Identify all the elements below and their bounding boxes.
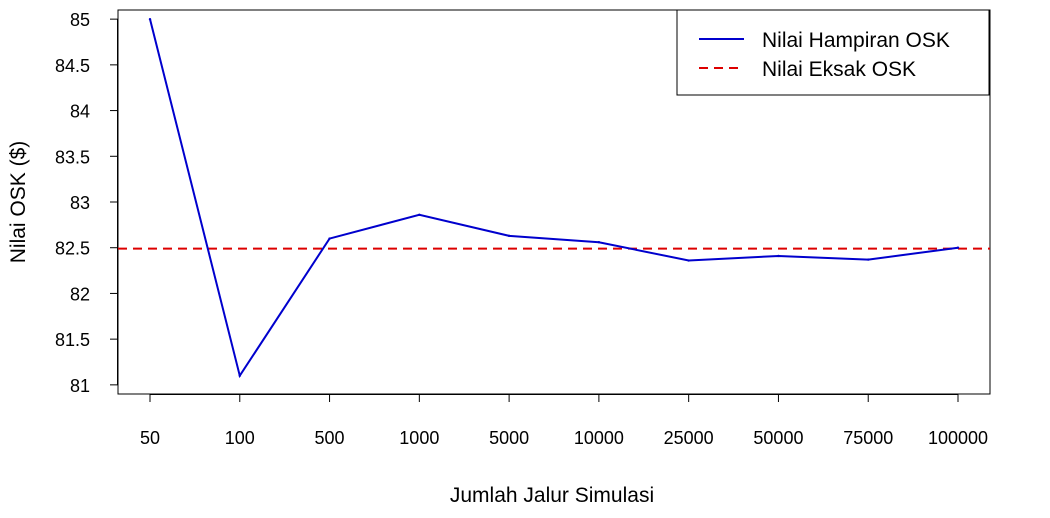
x-tick-label: 100000 xyxy=(928,428,988,448)
data-point xyxy=(507,234,511,238)
y-tick-label: 84.5 xyxy=(55,56,90,76)
legend-label-hampiran: Nilai Hampiran OSK xyxy=(762,29,950,52)
y-tick-label: 82.5 xyxy=(55,239,90,259)
y-axis-label: Nilai OSK ($) xyxy=(7,141,30,264)
data-point xyxy=(687,259,690,262)
y-axis: 81 81.5 82 82.5 83 83.5 84 84.5 85 xyxy=(55,10,118,396)
series-layer xyxy=(118,17,990,379)
x-tick-label: 50 xyxy=(140,428,160,448)
data-point xyxy=(328,237,331,240)
data-point xyxy=(956,246,960,249)
data-point xyxy=(867,258,870,261)
legend-label-eksak: Nilai Eksak OSK xyxy=(762,58,916,81)
y-tick-label: 81 xyxy=(70,376,90,396)
x-tick-label: 500 xyxy=(315,428,345,448)
y-tick-label: 85 xyxy=(70,10,90,30)
legend-box xyxy=(676,9,990,96)
legend: Nilai Hampiran OSK Nilai Eksak OSK xyxy=(676,9,990,96)
series-line-hampiran xyxy=(149,18,959,379)
x-tick-label: 5000 xyxy=(489,428,529,448)
data-point xyxy=(238,374,241,377)
x-tick-label: 1000 xyxy=(399,428,439,448)
x-tick-label: 50000 xyxy=(753,428,803,448)
data-point xyxy=(777,254,780,258)
y-tick-label: 81.5 xyxy=(55,330,90,350)
x-axis-label: Jumlah Jalur Simulasi xyxy=(450,484,654,507)
x-axis: 50 100 500 1000 5000 10000 25000 50000 75000 1000… xyxy=(140,394,988,448)
y-tick-label: 82 xyxy=(70,284,90,304)
x-tick-label: 75000 xyxy=(843,428,893,448)
y-tick-label: 83 xyxy=(70,193,90,213)
x-tick-label: 100 xyxy=(225,428,255,448)
y-tick-label: 83.5 xyxy=(55,147,90,167)
y-tick-label: 84 xyxy=(70,102,90,122)
x-tick-label: 10000 xyxy=(574,428,624,448)
data-point xyxy=(148,17,152,21)
x-tick-label: 25000 xyxy=(664,428,714,448)
data-point xyxy=(418,213,421,216)
data-point xyxy=(597,241,601,244)
